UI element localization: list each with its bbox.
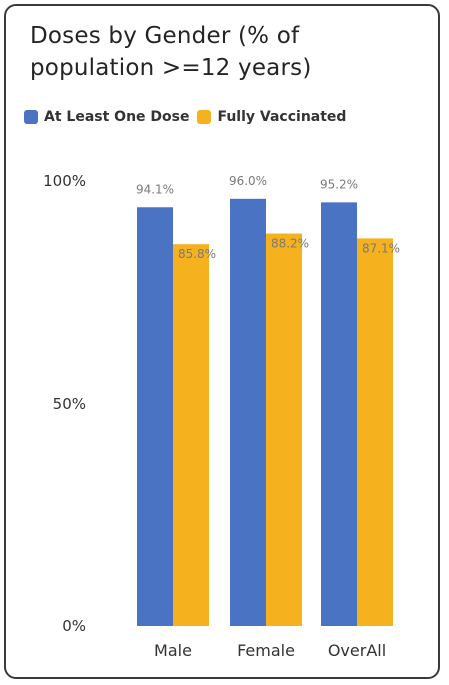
x-tick-label-male: Male — [154, 641, 192, 660]
bar-female-at-least-one-dose[interactable] — [230, 198, 266, 627]
chart-card: Doses by Gender (% of population >=12 ye… — [4, 4, 440, 679]
y-tick-label-100: 100% — [43, 172, 86, 190]
bar-overall-fully-vaccinated[interactable] — [357, 238, 393, 626]
data-label-female-fully-vaccinated: 88.2% — [271, 237, 309, 251]
legend-item-at-least-one-dose[interactable]: At Least One Dose — [24, 109, 189, 125]
data-label-overall-at-least-one-dose: 95.2% — [320, 177, 358, 191]
bar-plot: 94.1% 85.8% Male 96.0% 88.2% Female 95.2% 87.1%… — [136, 174, 400, 660]
y-tick-label-0: 0% — [62, 617, 86, 635]
bar-overall-at-least-one-dose[interactable] — [321, 202, 357, 627]
legend-swatch-at-least-one-dose — [24, 110, 38, 124]
x-tick-label-overall: OverAll — [328, 641, 386, 660]
chart-legend: At Least One Dose Fully Vaccinated — [24, 109, 354, 125]
data-label-female-at-least-one-dose: 96.0% — [229, 174, 267, 188]
bar-male-fully-vaccinated[interactable] — [173, 244, 209, 626]
data-label-overall-fully-vaccinated: 87.1% — [362, 241, 400, 255]
legend-item-fully-vaccinated[interactable]: Fully Vaccinated — [197, 109, 346, 125]
legend-label-fully-vaccinated: Fully Vaccinated — [217, 109, 347, 125]
data-label-male-fully-vaccinated: 85.8% — [178, 247, 216, 261]
data-label-male-at-least-one-dose: 94.1% — [136, 182, 174, 196]
y-tick-label-50: 50% — [52, 395, 86, 413]
chart-title: Doses by Gender (% of population >=12 ye… — [30, 23, 312, 81]
x-tick-label-female: Female — [237, 641, 295, 660]
bar-male-at-least-one-dose[interactable] — [137, 207, 173, 626]
legend-swatch-fully-vaccinated — [197, 110, 212, 124]
bar-female-fully-vaccinated[interactable] — [266, 233, 302, 626]
legend-label-at-least-one-dose: At Least One Dose — [44, 109, 190, 125]
